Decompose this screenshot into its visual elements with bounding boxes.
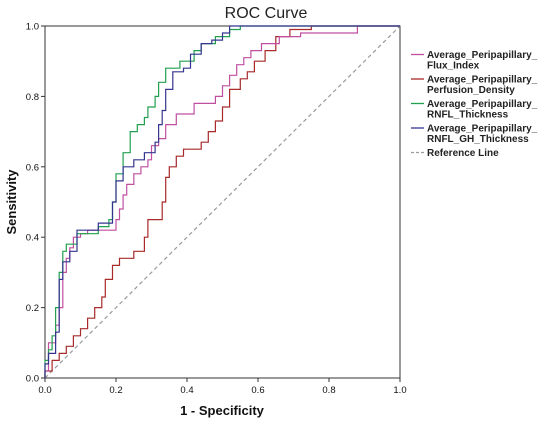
series-line-3	[44, 25, 400, 378]
y-tick-label: 0.4	[26, 233, 39, 244]
series-line-2	[44, 25, 400, 378]
legend-entry: Average_Peripapillary_ RNFL_GH_Thickness	[427, 124, 538, 146]
plot-area: 0.0 0.2 0.4 0.6 0.8 1.0 0.0 0.2 0.4 0.6 0.8 1.0	[26, 22, 407, 397]
legend-entry: Average_Peripapillary_ Perfusion_Density	[427, 75, 538, 97]
y-axis-ticks: 0.0 0.2 0.4 0.6 0.8 1.0	[26, 22, 45, 385]
x-axis-ticks: 0.0 0.2 0.4 0.6 0.8 1.0	[38, 378, 407, 396]
series-line-1	[44, 25, 400, 378]
legend-entry: Average_Peripapillary_ RNFL_Thickness	[427, 99, 538, 121]
x-tick-label: 0.4	[180, 385, 193, 396]
x-tick-label: 0.6	[251, 385, 264, 396]
x-tick-label: 0.8	[322, 385, 335, 396]
x-tick-label: 0.0	[38, 385, 51, 396]
x-tick-label: 1.0	[393, 385, 406, 396]
legend-entry: Average_Peripapillary_ Flux_Index	[427, 50, 538, 72]
legend: Average_Peripapillary_ Flux_Index Average_…	[411, 50, 538, 159]
series-line-5	[44, 25, 401, 379]
plot-frame	[44, 25, 401, 379]
y-tick-label: 0.8	[26, 92, 39, 103]
series-layer	[44, 25, 401, 379]
y-tick-label: 0.6	[26, 162, 39, 173]
y-tick-label: 0.0	[26, 374, 39, 385]
y-axis-label: Sensitivity	[4, 169, 19, 235]
legend-entry: Reference Line	[427, 148, 499, 159]
y-tick-label: 1.0	[26, 22, 39, 33]
y-tick-label: 0.2	[26, 303, 39, 314]
series-line-4	[44, 25, 400, 378]
x-axis-label: 1 - Specificity	[180, 403, 265, 418]
chart-title: ROC Curve	[225, 5, 308, 22]
x-tick-label: 0.2	[109, 385, 122, 396]
